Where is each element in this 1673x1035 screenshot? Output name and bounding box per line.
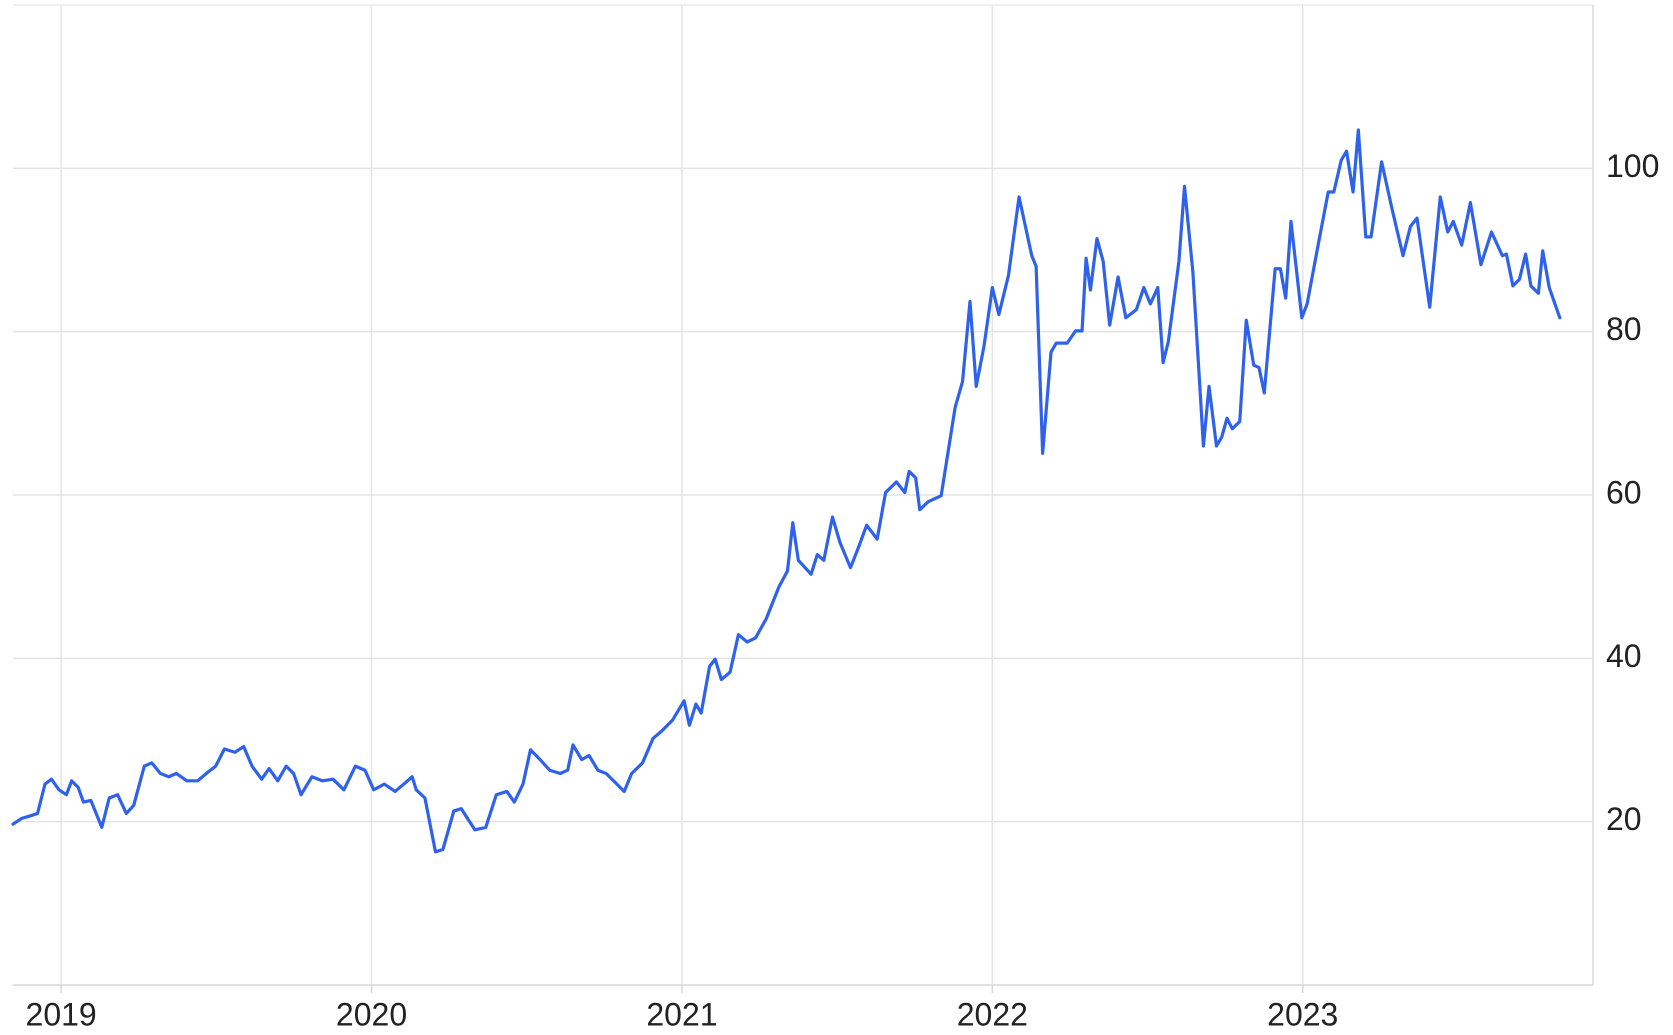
x-tick-label: 2022	[957, 996, 1028, 1032]
price-line	[11, 128, 1562, 854]
y-tick-label: 100	[1606, 148, 1659, 184]
x-tick-label: 2020	[336, 996, 407, 1032]
x-tick-label: 2019	[26, 996, 97, 1032]
x-tick-label: 2021	[646, 996, 717, 1032]
y-tick-label: 80	[1606, 311, 1642, 347]
x-tick-label: 2023	[1267, 996, 1338, 1032]
y-tick-label: 60	[1606, 474, 1642, 510]
y-tick-label: 20	[1606, 801, 1642, 837]
y-tick-label: 40	[1606, 638, 1642, 674]
